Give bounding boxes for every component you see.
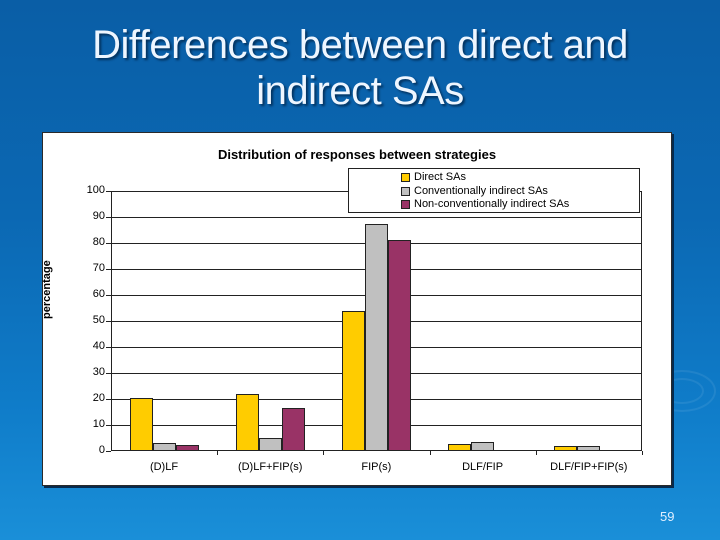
- x-tick-mark: [642, 451, 643, 455]
- y-tick-label: 60: [92, 288, 105, 300]
- y-tick-mark: [106, 191, 111, 192]
- y-tick-label: 100: [86, 184, 105, 196]
- bar: [448, 444, 472, 451]
- bar: [365, 224, 388, 451]
- gridline: [111, 217, 642, 218]
- chart-legend: Direct SAs Conventionally indirect SAs N…: [348, 168, 640, 213]
- y-tick-mark: [106, 451, 111, 452]
- legend-label: Conventionally indirect SAs: [414, 184, 548, 197]
- bar: [577, 446, 601, 451]
- chart-title: Distribution of responses between strate…: [217, 147, 497, 162]
- legend-label: Direct SAs: [414, 171, 466, 183]
- bar: [129, 398, 153, 451]
- bar: [388, 239, 411, 451]
- x-tick-mark: [217, 451, 219, 455]
- y-tick-mark: [106, 321, 111, 322]
- slide-title: Differences between direct and indirect …: [0, 22, 720, 114]
- legend-item-conventional: Conventionally indirect SAs: [401, 185, 639, 199]
- y-tick-mark: [106, 217, 111, 218]
- x-tick-label: (D)LF: [149, 461, 179, 473]
- bar: [281, 407, 305, 451]
- y-tick-mark: [106, 269, 111, 270]
- x-tick-label: DLF/FIP+FIP(s): [550, 461, 628, 473]
- x-tick-label: DLF/FIP: [462, 461, 504, 473]
- legend-swatch: [401, 200, 410, 210]
- bar: [258, 438, 282, 451]
- y-axis-label: percentage: [41, 260, 53, 319]
- y-tick-label: 40: [92, 340, 105, 352]
- bar: [175, 445, 199, 451]
- legend-swatch: [401, 173, 410, 183]
- y-tick-mark: [106, 295, 111, 296]
- y-tick-label: 50: [92, 314, 105, 326]
- y-tick-mark: [106, 373, 111, 374]
- y-tick-label: 0: [98, 444, 105, 456]
- y-tick-mark: [106, 347, 111, 348]
- y-tick-label: 90: [92, 210, 105, 222]
- plot-area: 0 10 20 30 40 50 60 70 80 90 100 (D)LF (D)LF+FIP(s) F…: [87, 184, 643, 473]
- y-tick-label: 10: [92, 418, 105, 430]
- x-tick-label: FIP(s): [361, 461, 392, 473]
- bar: [554, 446, 578, 451]
- bar: [471, 441, 495, 451]
- x-tick-mark: [535, 451, 537, 455]
- slide-title-line1: Differences between direct and: [92, 23, 628, 67]
- bar: [152, 443, 176, 451]
- y-tick-mark: [106, 399, 111, 400]
- chart-container: Distribution of responses between strate…: [41, 132, 672, 486]
- x-tick-label: (D)LF+FIP(s): [237, 461, 303, 473]
- y-tick-label: 70: [92, 262, 105, 274]
- legend-item-nonconventional: Non-conventionally indirect SAs: [401, 198, 639, 212]
- y-tick-label: 20: [92, 392, 105, 404]
- y-tick-mark: [106, 243, 111, 244]
- slide-title-line2: indirect SAs: [256, 69, 464, 113]
- legend-item-direct: Direct SAs: [401, 171, 639, 185]
- page-number: 59: [660, 509, 675, 524]
- bar: [235, 393, 259, 451]
- x-tick-mark: [323, 451, 325, 455]
- y-tick-mark: [106, 425, 111, 426]
- x-tick-mark: [429, 451, 431, 455]
- y-tick-label: 80: [92, 236, 105, 248]
- y-tick-label: 30: [92, 366, 105, 378]
- legend-label: Non-conventionally indirect SAs: [414, 198, 570, 210]
- bar: [342, 310, 365, 451]
- legend-swatch: [401, 186, 410, 196]
